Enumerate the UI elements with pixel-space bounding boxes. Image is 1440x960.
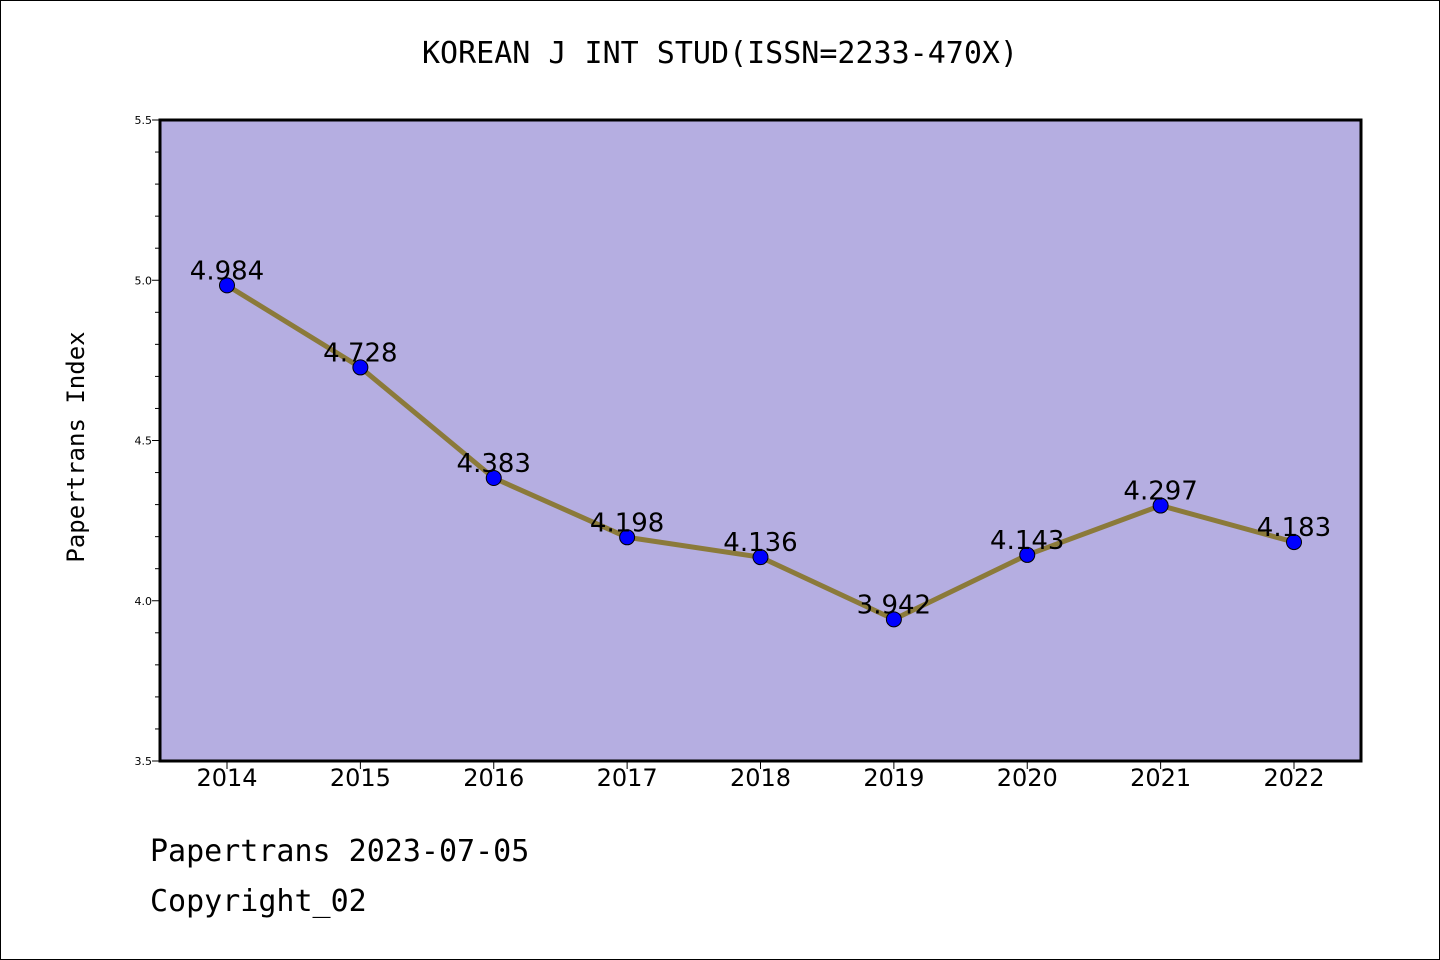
x-tick-label: 2016 (463, 764, 524, 792)
x-tick-label: 2022 (1263, 764, 1324, 792)
chart-title: KOREAN J INT STUD(ISSN=2233-470X) (421, 36, 1019, 71)
data-point-marker (619, 529, 636, 546)
y-tick-label: 4.5 (135, 435, 153, 448)
data-point-marker (752, 549, 769, 566)
data-points (219, 277, 1302, 628)
data-point-marker (219, 277, 235, 294)
data-labels: 4.984 4.728 4.383 4.198 4.136 3.942 4.143 4.297… (190, 256, 1331, 620)
data-point-marker (1152, 497, 1169, 514)
plot-area (160, 120, 1361, 761)
x-axis: 2014 2015 2016 2017 2018 2019 2020 2021 2022 (196, 761, 1325, 792)
x-tick-label: 2017 (597, 764, 658, 792)
y-tick-label: 3.5 (135, 755, 153, 768)
x-tick-label: 2020 (997, 764, 1058, 792)
footer-date: Papertrans 2023-07-05 (150, 834, 530, 869)
data-label: 4.136 (723, 528, 797, 558)
data-label: 4.728 (323, 338, 397, 368)
x-tick-label: 2019 (863, 764, 924, 792)
data-label: 4.984 (190, 256, 264, 286)
data-point-marker (885, 611, 902, 628)
data-label: 4.183 (1257, 513, 1331, 543)
x-tick-label: 2018 (730, 764, 791, 792)
data-label: 4.383 (457, 449, 531, 479)
data-label: 4.143 (990, 526, 1064, 556)
data-point-marker (1286, 534, 1302, 551)
y-tick-label: 5.5 (135, 114, 153, 127)
footer-copyright: Copyright_02 (150, 884, 367, 919)
data-label: 3.942 (857, 590, 931, 620)
y-tick-label: 4.0 (135, 595, 153, 608)
data-point-marker (352, 359, 369, 376)
plot-border (158, 118, 1363, 763)
data-label: 4.297 (1123, 477, 1197, 507)
x-tick-label: 2021 (1130, 764, 1191, 792)
data-point-marker (1019, 546, 1036, 563)
data-label: 4.198 (590, 508, 664, 538)
y-tick-label: 5.0 (135, 274, 153, 287)
x-tick-label: 2015 (330, 764, 391, 792)
y-axis: 3.5 4.0 4.5 5.0 5.5 (135, 114, 160, 768)
data-point-marker (485, 469, 502, 486)
x-tick-label: 2014 (196, 764, 257, 792)
